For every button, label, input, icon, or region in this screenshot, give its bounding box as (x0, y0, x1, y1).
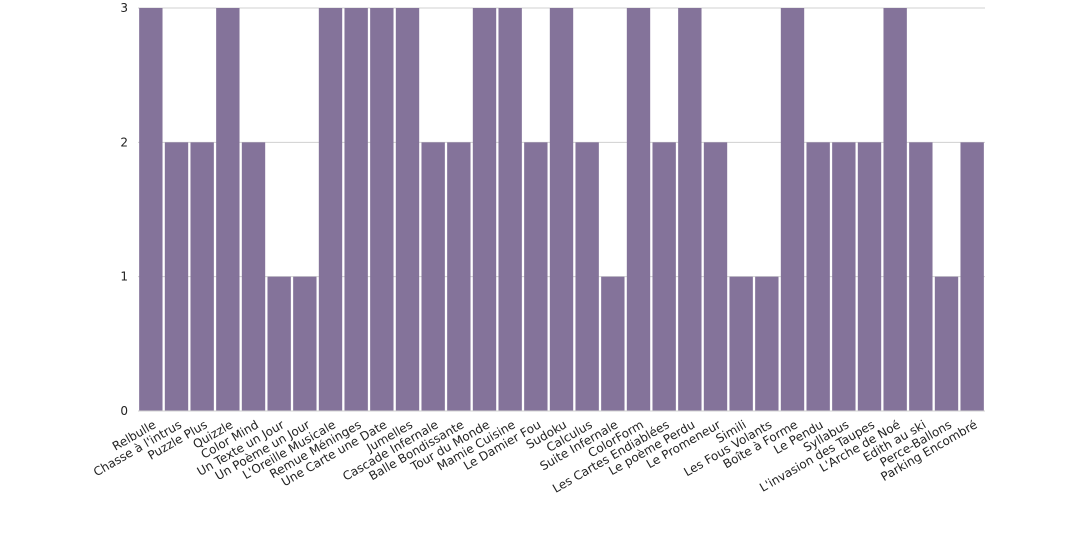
bar (626, 8, 651, 411)
bar (267, 276, 291, 411)
y-axis-ticks: 0 1 2 3 (120, 1, 128, 418)
bar (678, 8, 702, 411)
bar (806, 142, 830, 411)
bar (601, 276, 625, 411)
bar (498, 8, 522, 411)
bar (857, 142, 882, 411)
bar (729, 276, 753, 411)
bar (395, 8, 420, 411)
y-tick-label: 2 (120, 135, 128, 149)
bar (549, 8, 574, 411)
y-tick-label: 3 (120, 1, 128, 15)
bar (139, 8, 163, 411)
y-tick-label: 1 (120, 270, 128, 284)
bar (447, 142, 471, 411)
bar (344, 8, 368, 411)
bar (909, 142, 933, 411)
bar (883, 8, 907, 411)
bar (780, 8, 805, 411)
y-tick-label: 0 (120, 404, 128, 418)
bar (164, 142, 189, 411)
bar (755, 276, 779, 411)
bar (318, 8, 343, 411)
bar (832, 142, 856, 411)
bar (652, 142, 676, 411)
bars (139, 8, 984, 411)
bar (241, 142, 266, 411)
bar (575, 142, 599, 411)
bar (524, 142, 548, 411)
bar (370, 8, 394, 411)
bar (216, 8, 240, 411)
bar (703, 142, 728, 411)
bar (190, 142, 214, 411)
bar (960, 142, 984, 411)
bar (472, 8, 497, 411)
bar (293, 276, 317, 411)
bar (934, 276, 959, 411)
bar (421, 142, 445, 411)
